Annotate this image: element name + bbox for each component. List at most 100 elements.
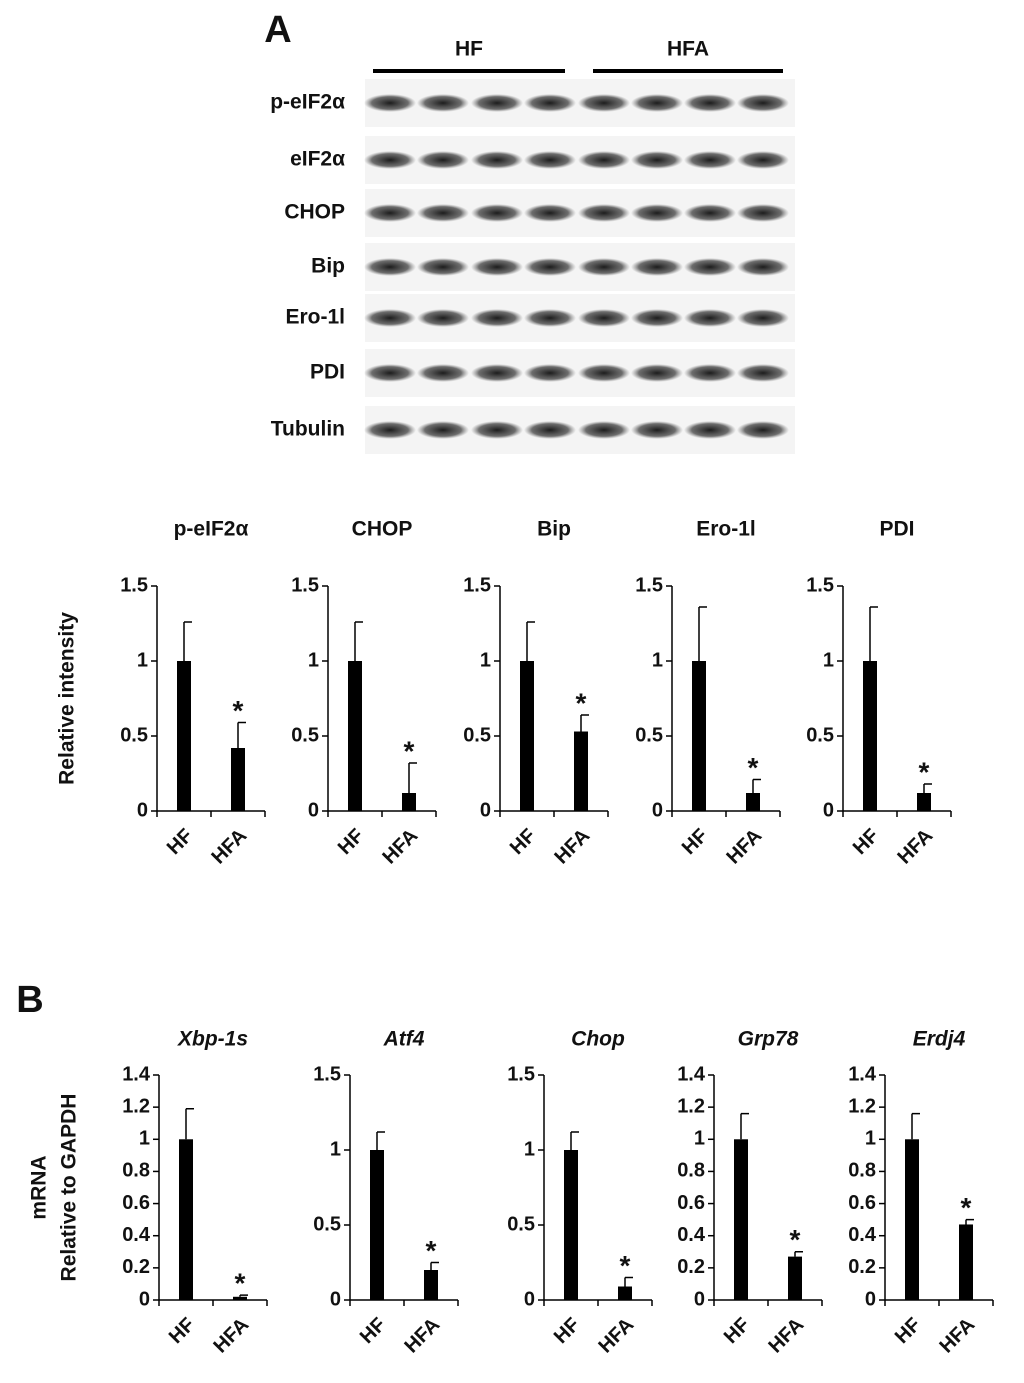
error-bar [430, 1261, 439, 1270]
x-tick-label: HFA [400, 1314, 444, 1358]
blot-band [578, 204, 630, 222]
blot-row-label: eIF2α [290, 148, 345, 171]
significance-mark: * [919, 756, 930, 787]
y-tick-label: 0.2 [677, 1256, 705, 1278]
y-tick-label: 1.5 [635, 574, 663, 596]
blot-band [737, 421, 789, 439]
x-tick-label: HFA [550, 825, 594, 869]
x-tick-label: HFA [722, 825, 766, 869]
blot-band [631, 94, 683, 112]
significance-mark: * [748, 752, 759, 783]
y-tick-label: 1.2 [677, 1095, 705, 1117]
x-tick-label: HF [356, 1314, 390, 1348]
blot-band [578, 421, 630, 439]
error-bar [752, 778, 761, 793]
blot-band [578, 94, 630, 112]
chart-title: Xbp-1s [177, 1028, 248, 1051]
blot-band [471, 94, 523, 112]
y-tick-label: 1 [865, 1128, 876, 1150]
x-tick-label: HF [506, 825, 540, 859]
blot-band [631, 258, 683, 276]
error-bar [183, 621, 192, 661]
y-tick-label: 0 [823, 799, 834, 821]
blot-row-label: Tubulin [271, 418, 345, 441]
blot-row-label: p-eIF2α [270, 91, 345, 114]
y-tick-label: 0.2 [122, 1256, 150, 1278]
y-tick-label: 0 [480, 799, 491, 821]
blot-band [737, 309, 789, 327]
bar [692, 661, 706, 811]
blot-band [737, 364, 789, 382]
bar [788, 1256, 802, 1300]
y-tick-label: 0.4 [848, 1224, 877, 1246]
y-tick-label: 1 [823, 649, 834, 671]
blot-band [417, 204, 469, 222]
blot-band [684, 364, 736, 382]
y-tick-label: 0.4 [122, 1224, 151, 1246]
blot-band [471, 258, 523, 276]
blot-band [578, 364, 630, 382]
blot-band [684, 151, 736, 169]
bar [402, 793, 416, 811]
blot-band [684, 204, 736, 222]
y-tick-label: 1.5 [120, 574, 148, 596]
blot-band [417, 94, 469, 112]
blot-band [524, 151, 576, 169]
bar [746, 793, 760, 811]
bar [917, 793, 931, 811]
blot-row-label: Ero-1l [285, 306, 345, 329]
y-tick-label: 0.5 [120, 724, 148, 746]
bar [863, 661, 877, 811]
blot-band [364, 94, 416, 112]
blot-band [631, 204, 683, 222]
error-bar [376, 1131, 385, 1150]
blot-band [471, 364, 523, 382]
y-tick-label: 0 [652, 799, 663, 821]
y-tick-label: 0.5 [463, 724, 491, 746]
bar [520, 661, 534, 811]
error-bar [965, 1218, 974, 1225]
y-tick-label: 0 [524, 1288, 535, 1310]
y-tick-label: 0 [330, 1288, 341, 1310]
blot-band [524, 94, 576, 112]
y-tick-label: 1.5 [313, 1063, 341, 1085]
y-tick-label: 0.4 [677, 1224, 706, 1246]
bar [177, 661, 191, 811]
blot-band [684, 421, 736, 439]
bar [424, 1270, 438, 1300]
group-label: HFA [667, 38, 709, 61]
x-tick-label: HFA [893, 825, 937, 869]
blot-band [684, 94, 736, 112]
error-bar [869, 606, 878, 661]
error-bar [526, 621, 535, 661]
blot-band [524, 204, 576, 222]
significance-mark: * [404, 735, 415, 766]
x-tick-label: HF [720, 1314, 754, 1348]
y-tick-label: 0 [137, 799, 148, 821]
y-tick-label: 0.5 [507, 1213, 535, 1235]
x-tick-label: HFA [209, 1314, 253, 1358]
chart-title: PDI [879, 518, 914, 541]
x-tick-label: HF [891, 1314, 925, 1348]
blot-band [471, 151, 523, 169]
x-tick-label: HF [849, 825, 883, 859]
blot-band [364, 151, 416, 169]
blot-band [737, 94, 789, 112]
y-tick-label: 0.8 [677, 1160, 705, 1182]
blot-band [737, 258, 789, 276]
y-tick-label: 0.8 [122, 1160, 150, 1182]
blot-band [524, 309, 576, 327]
bar [618, 1286, 632, 1300]
chart-title: Bip [537, 518, 571, 541]
y-tick-label: 1.5 [507, 1063, 535, 1085]
y-tick-label: 1 [694, 1128, 705, 1150]
y-tick-label: 0.6 [677, 1192, 705, 1214]
y-tick-label: 0.5 [313, 1213, 341, 1235]
error-bar [580, 714, 589, 732]
x-tick-label: HFA [935, 1314, 979, 1358]
y-tick-label: 0.5 [291, 724, 319, 746]
x-tick-label: HFA [594, 1314, 638, 1358]
y-tick-label: 0.8 [848, 1160, 876, 1182]
blot-band [631, 309, 683, 327]
chart-title: CHOP [352, 518, 413, 541]
